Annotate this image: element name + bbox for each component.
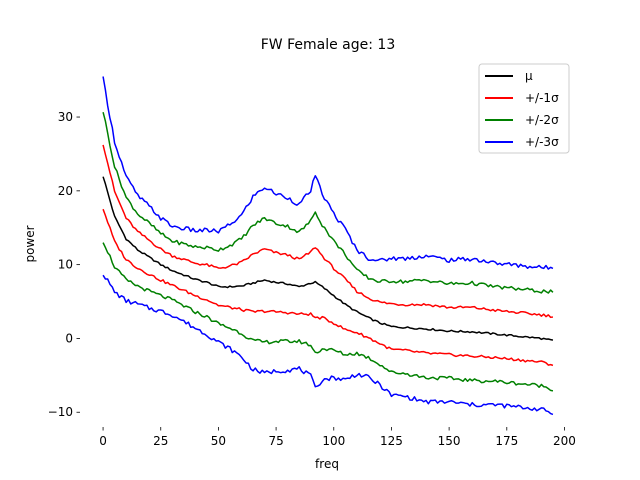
series-line	[102, 176, 554, 341]
x-tick-label: 200	[553, 434, 576, 448]
x-tick-label: 125	[380, 434, 403, 448]
x-axis-label: freq	[315, 457, 339, 471]
series-line	[102, 242, 554, 392]
series-line	[102, 111, 554, 294]
legend-label: +/-2σ	[525, 113, 559, 127]
legend-label: +/-3σ	[525, 135, 559, 149]
x-tick-label: 25	[153, 434, 168, 448]
y-axis-label: power	[23, 225, 37, 262]
legend-box	[478, 63, 570, 154]
x-axis: 0 25 50 75 100 125 150 175 200	[99, 427, 576, 448]
y-tick-label: 0	[65, 331, 73, 345]
plot-area	[102, 76, 554, 416]
legend-label: +/-1σ	[525, 91, 559, 105]
x-tick-label: 175	[495, 434, 518, 448]
x-tick-label: 150	[438, 434, 461, 448]
legend-label: μ	[525, 69, 533, 83]
x-tick-label: 0	[99, 434, 107, 448]
series-line	[102, 208, 554, 367]
x-tick-label: 50	[211, 434, 226, 448]
x-tick-label: 100	[322, 434, 345, 448]
series-line	[102, 274, 554, 416]
series-line	[102, 76, 554, 270]
y-tick-label: −10	[48, 405, 73, 419]
chart-title: FW Female age: 13	[261, 37, 395, 53]
y-tick-label: 10	[58, 258, 73, 272]
y-axis: −10 0 10 20 30	[48, 110, 80, 419]
y-tick-label: 30	[58, 110, 73, 124]
series-line	[102, 144, 554, 319]
y-tick-label: 20	[58, 184, 73, 198]
legend: μ +/-1σ +/-2σ +/-3σ	[478, 63, 570, 154]
x-tick-label: 75	[268, 434, 283, 448]
